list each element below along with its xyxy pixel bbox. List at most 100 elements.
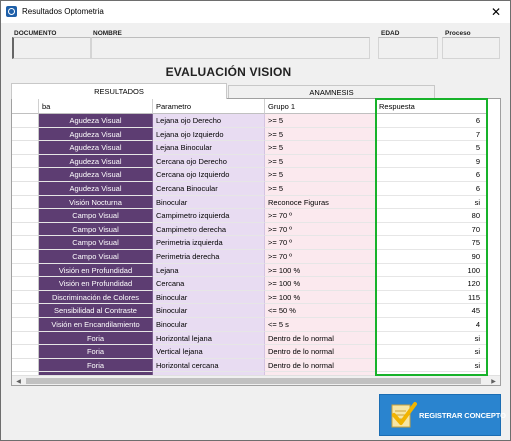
column-header-grupo[interactable]: Grupo 1 [265, 99, 376, 114]
cell-prueba[interactable]: Campo Visual [39, 250, 153, 264]
cell-parametro[interactable]: Perimetria derecha [153, 250, 265, 264]
cell-parametro[interactable]: Horizontal cercana [153, 358, 265, 373]
cell-respuesta[interactable]: 6 [376, 168, 487, 182]
cell-respuesta[interactable]: si [376, 345, 487, 359]
cell-respuesta[interactable]: 7 [376, 127, 487, 142]
cell-prueba[interactable]: Campo Visual [39, 222, 153, 237]
cell-respuesta[interactable]: 90 [376, 250, 487, 264]
cell-grupo[interactable]: >= 100 % [265, 290, 376, 305]
cell-prueba[interactable]: Sensibilidad al Contraste [39, 304, 153, 318]
cell-respuesta[interactable]: 6 [376, 182, 487, 196]
row-header[interactable] [12, 127, 39, 142]
cell-respuesta[interactable]: si [376, 195, 487, 210]
cell-prueba[interactable]: Campo Visual [39, 209, 153, 223]
cell-respuesta[interactable]: 115 [376, 290, 487, 305]
row-header[interactable] [12, 304, 39, 318]
cell-parametro[interactable]: Binocular [153, 304, 265, 318]
cell-grupo[interactable]: >= 70 º [265, 236, 376, 250]
row-header[interactable] [12, 331, 39, 346]
cell-grupo[interactable]: <= 5 s [265, 318, 376, 332]
cell-prueba[interactable]: Foria [39, 345, 153, 359]
cell-grupo[interactable]: Dentro de lo normal [265, 345, 376, 359]
cell-parametro[interactable]: Lejana ojo Derecho [153, 114, 265, 128]
cell-grupo[interactable]: Dentro de lo normal [265, 358, 376, 373]
row-header[interactable] [12, 250, 39, 264]
title-bar[interactable]: Resultados Optometria ✕ [1, 1, 510, 23]
cell-grupo[interactable]: Dentro de lo normal [265, 331, 376, 346]
cell-grupo[interactable]: <= 50 % [265, 304, 376, 318]
row-header[interactable] [12, 277, 39, 291]
cell-grupo[interactable]: Reconoce Figuras [265, 195, 376, 210]
row-header[interactable] [12, 263, 39, 278]
cell-prueba[interactable]: Visión en Profundidad [39, 277, 153, 291]
cell-grupo[interactable]: >= 70 º [265, 209, 376, 223]
cell-prueba[interactable]: Discriminación de Colores [39, 290, 153, 305]
cell-respuesta[interactable]: si [376, 331, 487, 346]
cell-grupo[interactable]: >= 100 % [265, 277, 376, 291]
cell-prueba[interactable]: Foria [39, 358, 153, 373]
scrollbar-thumb[interactable] [26, 378, 481, 384]
row-header[interactable] [12, 209, 39, 223]
cell-prueba[interactable]: Foria [39, 331, 153, 346]
cell-grupo[interactable]: >= 5 [265, 114, 376, 128]
cell-prueba[interactable]: Agudeza Visual [39, 154, 153, 169]
row-header[interactable] [12, 195, 39, 210]
cell-grupo[interactable]: >= 70 º [265, 222, 376, 237]
cell-respuesta[interactable]: 9 [376, 154, 487, 169]
cell-prueba[interactable]: Agudeza Visual [39, 114, 153, 128]
cell-respuesta[interactable]: 4 [376, 318, 487, 332]
cell-respuesta[interactable]: 75 [376, 236, 487, 250]
cell-prueba[interactable]: Agudeza Visual [39, 168, 153, 182]
cell-parametro[interactable]: Binocular [153, 290, 265, 305]
cell-respuesta[interactable]: 45 [376, 304, 487, 318]
tab-anamnesis[interactable]: ANAMNESIS [228, 85, 435, 98]
cell-parametro[interactable]: Cercana ojo Derecho [153, 154, 265, 169]
cell-respuesta[interactable]: 120 [376, 277, 487, 291]
column-header-prueba[interactable]: ba [39, 99, 153, 114]
cell-respuesta[interactable]: 80 [376, 209, 487, 223]
row-header[interactable] [12, 141, 39, 155]
cell-parametro[interactable]: Cercana ojo Izquierdo [153, 168, 265, 182]
cell-respuesta[interactable]: 5 [376, 141, 487, 155]
cell-grupo[interactable]: >= 70 º [265, 250, 376, 264]
proceso-field[interactable] [442, 37, 500, 59]
column-header-parametro[interactable]: Parametro [153, 99, 265, 114]
cell-prueba[interactable]: Agudeza Visual [39, 182, 153, 196]
scroll-right-icon[interactable]: ▶ [491, 378, 496, 385]
cell-prueba[interactable]: Agudeza Visual [39, 127, 153, 142]
cell-grupo[interactable]: >= 5 [265, 141, 376, 155]
cell-respuesta[interactable]: si [376, 358, 487, 373]
cell-parametro[interactable]: Cercana Binocular [153, 182, 265, 196]
horizontal-scrollbar[interactable]: ◀ ▶ [12, 375, 500, 385]
scroll-left-icon[interactable]: ◀ [16, 378, 21, 385]
cell-parametro[interactable]: Horizontal lejana [153, 331, 265, 346]
cell-grupo[interactable]: >= 5 [265, 182, 376, 196]
row-header[interactable] [12, 236, 39, 250]
row-header[interactable] [12, 345, 39, 359]
row-header[interactable] [12, 358, 39, 373]
tab-resultados[interactable]: RESULTADOS [11, 83, 227, 99]
cell-parametro[interactable]: Campimetro derecha [153, 222, 265, 237]
cell-parametro[interactable]: Perimetria izquierda [153, 236, 265, 250]
cell-grupo[interactable]: >= 5 [265, 127, 376, 142]
edad-field[interactable] [378, 37, 438, 59]
close-icon[interactable]: ✕ [490, 5, 502, 19]
row-header[interactable] [12, 290, 39, 305]
cell-parametro[interactable]: Cercana [153, 277, 265, 291]
cell-parametro[interactable]: Binocular [153, 195, 265, 210]
cell-grupo[interactable]: >= 5 [265, 154, 376, 169]
cell-parametro[interactable]: Lejana [153, 263, 265, 278]
cell-respuesta[interactable]: 70 [376, 222, 487, 237]
column-header-respuesta[interactable]: Respuesta [376, 99, 487, 114]
cell-respuesta[interactable]: 6 [376, 114, 487, 128]
row-header[interactable] [12, 222, 39, 237]
cell-parametro[interactable]: Campimetro izquierda [153, 209, 265, 223]
cell-grupo[interactable]: >= 5 [265, 168, 376, 182]
cell-prueba[interactable]: Visión en Encandilamiento [39, 318, 153, 332]
cell-respuesta[interactable]: 100 [376, 263, 487, 278]
cell-prueba[interactable]: Agudeza Visual [39, 141, 153, 155]
cell-parametro[interactable]: Lejana Binocular [153, 141, 265, 155]
row-header[interactable] [12, 318, 39, 332]
nombre-field[interactable] [91, 37, 370, 59]
documento-field[interactable] [12, 37, 91, 59]
